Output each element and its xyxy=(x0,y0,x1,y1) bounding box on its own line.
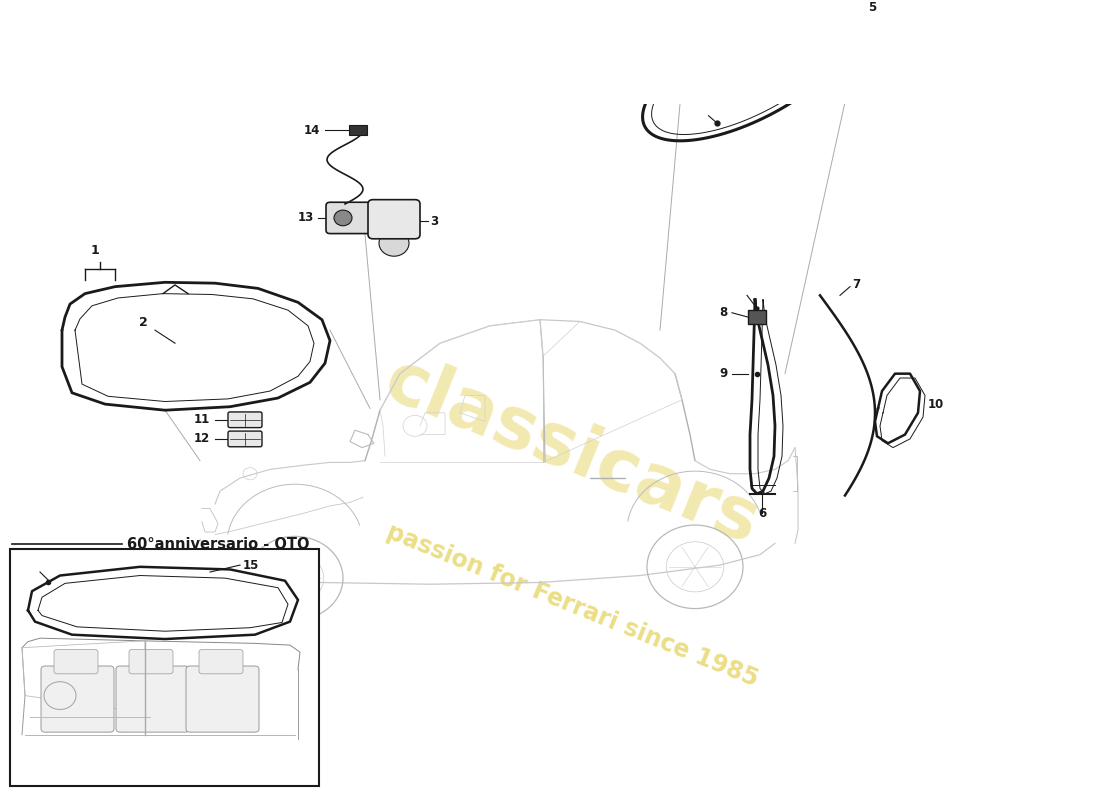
Text: 60°anniversario - OTO: 60°anniversario - OTO xyxy=(126,537,309,552)
FancyBboxPatch shape xyxy=(41,666,114,732)
FancyBboxPatch shape xyxy=(186,666,258,732)
FancyBboxPatch shape xyxy=(54,650,98,674)
Text: 12: 12 xyxy=(194,433,210,446)
Text: passion for Ferrari since 1985: passion for Ferrari since 1985 xyxy=(383,519,761,691)
Circle shape xyxy=(379,230,409,256)
Text: 8: 8 xyxy=(719,306,728,319)
FancyBboxPatch shape xyxy=(228,431,262,446)
Text: 3: 3 xyxy=(430,215,438,228)
FancyBboxPatch shape xyxy=(349,125,367,135)
FancyBboxPatch shape xyxy=(368,200,420,239)
FancyBboxPatch shape xyxy=(326,202,372,234)
Text: 15: 15 xyxy=(243,558,260,571)
Text: classicars: classicars xyxy=(375,346,769,558)
FancyBboxPatch shape xyxy=(228,412,262,428)
Text: 6: 6 xyxy=(758,507,766,520)
FancyBboxPatch shape xyxy=(129,650,173,674)
Text: 7: 7 xyxy=(852,278,860,291)
Text: 13: 13 xyxy=(298,211,314,225)
Text: 1: 1 xyxy=(90,243,99,257)
FancyBboxPatch shape xyxy=(10,550,319,786)
Text: 2: 2 xyxy=(139,316,147,329)
FancyBboxPatch shape xyxy=(199,650,243,674)
FancyBboxPatch shape xyxy=(748,310,766,324)
Text: 5: 5 xyxy=(868,1,876,14)
Text: 11: 11 xyxy=(194,414,210,426)
Text: 10: 10 xyxy=(928,398,944,410)
FancyBboxPatch shape xyxy=(116,666,189,732)
Text: 9: 9 xyxy=(719,367,728,380)
Text: 14: 14 xyxy=(304,123,320,137)
Circle shape xyxy=(334,210,352,226)
